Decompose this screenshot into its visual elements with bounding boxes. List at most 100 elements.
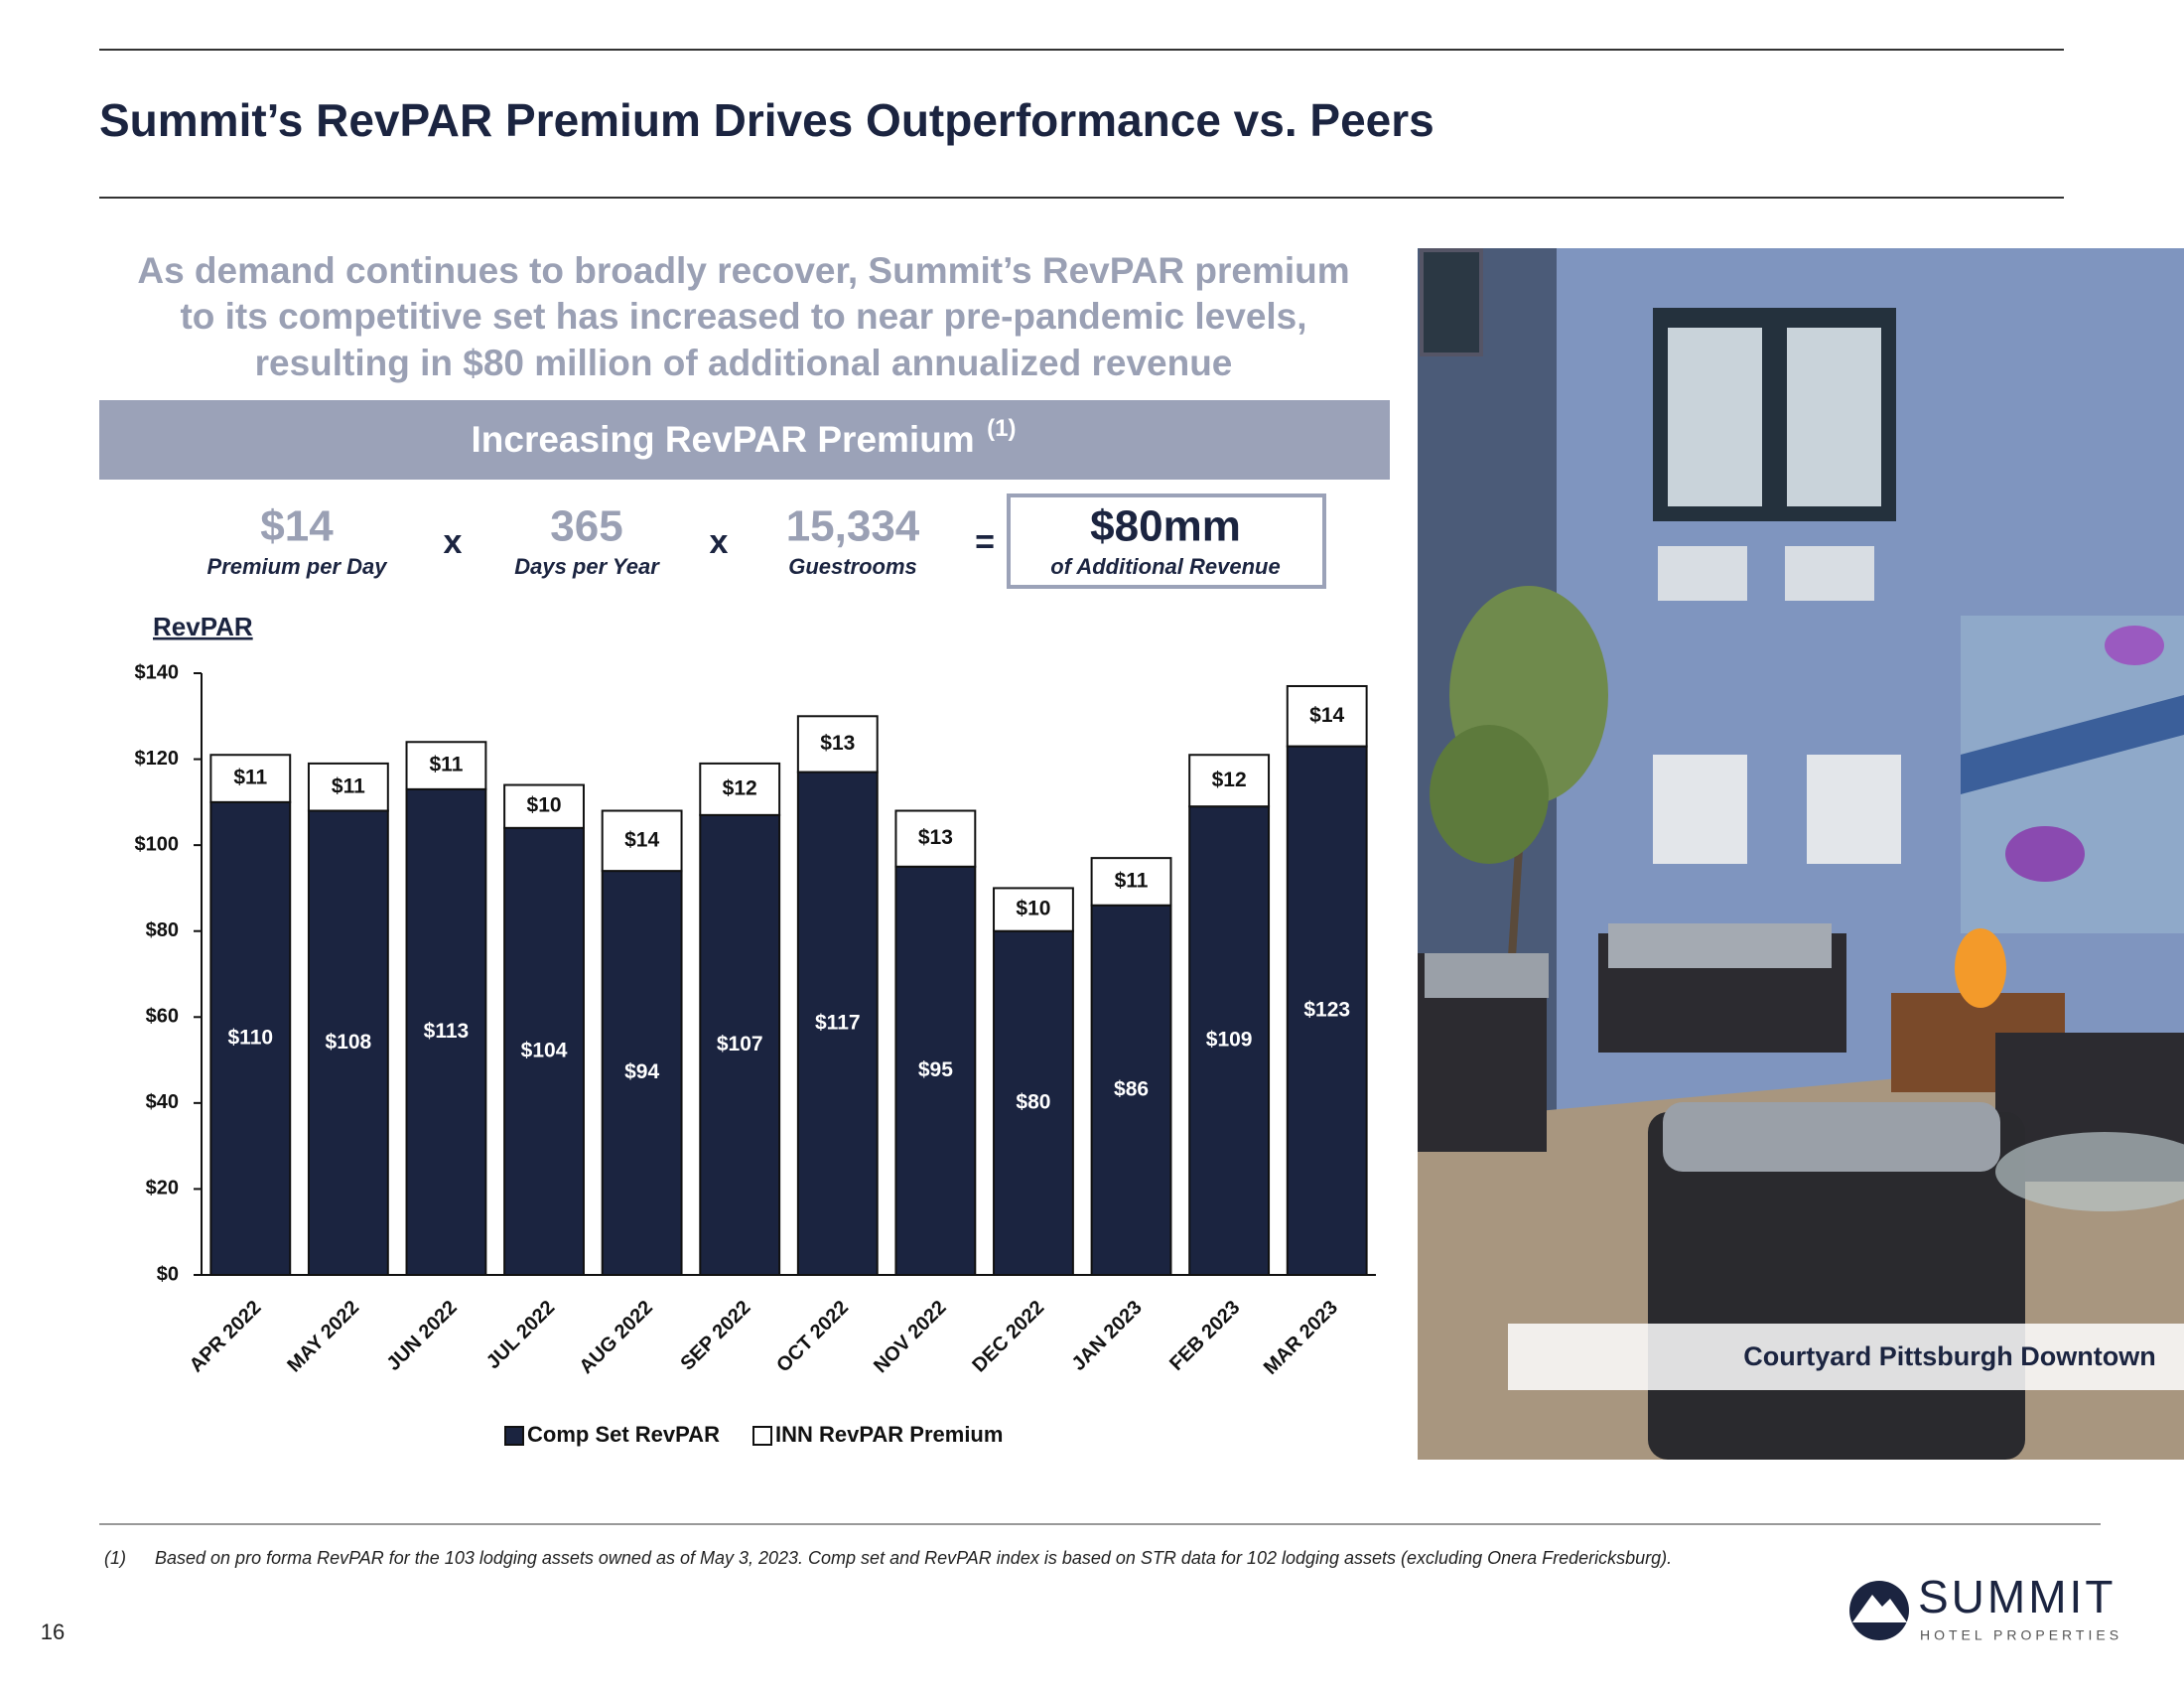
y-axis-title: RevPAR bbox=[153, 612, 253, 641]
bar-segment bbox=[1286, 684, 1368, 748]
formula-label: Days per Year bbox=[514, 554, 660, 579]
footnote-marker: (1) bbox=[104, 1548, 126, 1568]
data-label: $94 bbox=[624, 1060, 659, 1083]
data-label: $110 bbox=[228, 1026, 274, 1049]
data-label: $109 bbox=[1206, 1029, 1253, 1052]
banner-note: (1) bbox=[987, 415, 1016, 442]
y-tick-label: $0 bbox=[157, 1263, 179, 1285]
data-label: $104 bbox=[521, 1039, 568, 1061]
data-label: $13 bbox=[918, 826, 953, 849]
bar-segment bbox=[405, 787, 487, 1276]
subtitle-line: resulting in $80 million of additional a… bbox=[255, 343, 1233, 383]
bar-segment bbox=[1286, 745, 1368, 1276]
logo-mountain bbox=[1852, 1595, 1907, 1622]
data-label: $123 bbox=[1303, 998, 1350, 1021]
bar-segment bbox=[699, 813, 781, 1276]
photo-window-pane bbox=[1668, 328, 1762, 506]
bar-segment bbox=[796, 715, 879, 774]
photo-mural-patch bbox=[2005, 826, 2085, 882]
data-label: $11 bbox=[233, 767, 267, 789]
data-label: $117 bbox=[815, 1011, 861, 1034]
data-label: $11 bbox=[332, 774, 365, 797]
bar-segment bbox=[209, 754, 292, 803]
bar-segment bbox=[796, 771, 879, 1276]
bar-segment bbox=[601, 870, 683, 1276]
x-tick-label: DEC 2022 bbox=[968, 1297, 1048, 1377]
data-label: $14 bbox=[1309, 704, 1344, 727]
data-label: $10 bbox=[1016, 898, 1050, 920]
result-box bbox=[1007, 493, 1326, 589]
y-tick-label: $40 bbox=[146, 1091, 179, 1113]
data-label: $86 bbox=[1114, 1077, 1149, 1100]
photo-mural-patch bbox=[2105, 626, 2164, 665]
y-tick-label: $20 bbox=[146, 1178, 179, 1199]
bar-segment bbox=[503, 783, 585, 829]
x-tick-label: MAR 2023 bbox=[1260, 1297, 1342, 1379]
logo: SUMMIT HOTEL PROPERTIES bbox=[1849, 1571, 2122, 1643]
subtitle-line: to its competitive set has increased to … bbox=[180, 296, 1306, 337]
slide-title: Summit’s RevPAR Premium Drives Outperfor… bbox=[99, 94, 1434, 146]
photo-vent bbox=[1785, 546, 1874, 601]
photo-cushion bbox=[1608, 923, 1832, 968]
data-label: $10 bbox=[527, 794, 562, 817]
banner bbox=[99, 400, 1390, 480]
data-label: $14 bbox=[624, 828, 659, 851]
bar-segment bbox=[993, 887, 1074, 932]
caption-box bbox=[1508, 1324, 2184, 1390]
legend-swatch bbox=[752, 1426, 772, 1446]
data-label: $80 bbox=[1016, 1090, 1050, 1113]
formula-value: 15,334 bbox=[786, 502, 920, 551]
legend-label: Comp Set RevPAR bbox=[527, 1422, 720, 1447]
subtitle: As demand continues to broadly recover, … bbox=[137, 250, 1349, 383]
banner-text: Increasing RevPAR Premium bbox=[471, 419, 974, 460]
formula-operator: x bbox=[710, 523, 729, 561]
data-label: $12 bbox=[1212, 769, 1247, 791]
y-tick-label: $100 bbox=[135, 833, 180, 855]
photo-table bbox=[1995, 1132, 2184, 1211]
legend-swatch bbox=[504, 1426, 524, 1446]
bar-segment bbox=[307, 762, 389, 812]
x-tick-label: SEP 2022 bbox=[676, 1297, 754, 1375]
data-label: $113 bbox=[424, 1020, 470, 1043]
x-tick-label: AUG 2022 bbox=[576, 1297, 657, 1378]
photo-window-pane bbox=[1787, 328, 1881, 506]
x-tick-label: NOV 2022 bbox=[870, 1297, 951, 1378]
bar-segment bbox=[209, 800, 292, 1276]
photo-tree bbox=[1430, 725, 1549, 864]
data-label: $13 bbox=[820, 732, 855, 755]
legend-label: INN RevPAR Premium bbox=[775, 1422, 1003, 1447]
x-tick-label: FEB 2023 bbox=[1165, 1297, 1244, 1375]
data-label: $95 bbox=[918, 1058, 953, 1081]
banner-title: Increasing RevPAR Premium (1) bbox=[471, 415, 1016, 459]
photo-mural-river bbox=[1961, 695, 2184, 794]
x-tick-label: MAY 2022 bbox=[283, 1297, 363, 1377]
photo-cushion bbox=[1425, 953, 1549, 998]
chart: $0 $20 $40 $60 $80 $100 $120 $140 $110 $108 $113 $1… bbox=[135, 661, 1376, 1447]
formula: $14 Premium per Day x 365 Days per Year … bbox=[207, 493, 1326, 589]
logo-tagline: HOTEL PROPERTIES bbox=[1920, 1627, 2122, 1643]
bar-segment bbox=[503, 826, 585, 1276]
data-label: $11 bbox=[430, 754, 464, 776]
photo-vent bbox=[1658, 546, 1747, 601]
bar-segment bbox=[1188, 754, 1271, 808]
formula-value: 365 bbox=[550, 502, 622, 551]
x-tick-label: APR 2022 bbox=[186, 1297, 266, 1377]
bar-segment bbox=[894, 809, 977, 868]
formula-operator: = bbox=[975, 523, 995, 561]
bar-segment bbox=[1090, 857, 1172, 907]
y-tick-label: $120 bbox=[135, 748, 180, 770]
bar-segment bbox=[993, 929, 1074, 1276]
logo-name: SUMMIT bbox=[1918, 1571, 2116, 1622]
photo-caption: Courtyard Pittsburgh Downtown bbox=[1743, 1341, 2155, 1371]
bar-segment bbox=[1090, 904, 1172, 1276]
data-label: $108 bbox=[326, 1031, 372, 1054]
bar-segment bbox=[894, 865, 977, 1276]
data-label: $11 bbox=[1115, 869, 1149, 892]
photo-grille bbox=[1653, 755, 1747, 864]
formula-value: $14 bbox=[260, 502, 334, 551]
bar-segment bbox=[601, 809, 683, 873]
formula-operator: x bbox=[444, 523, 463, 561]
footnote-text: Based on pro forma RevPAR for the 103 lo… bbox=[155, 1548, 1672, 1568]
